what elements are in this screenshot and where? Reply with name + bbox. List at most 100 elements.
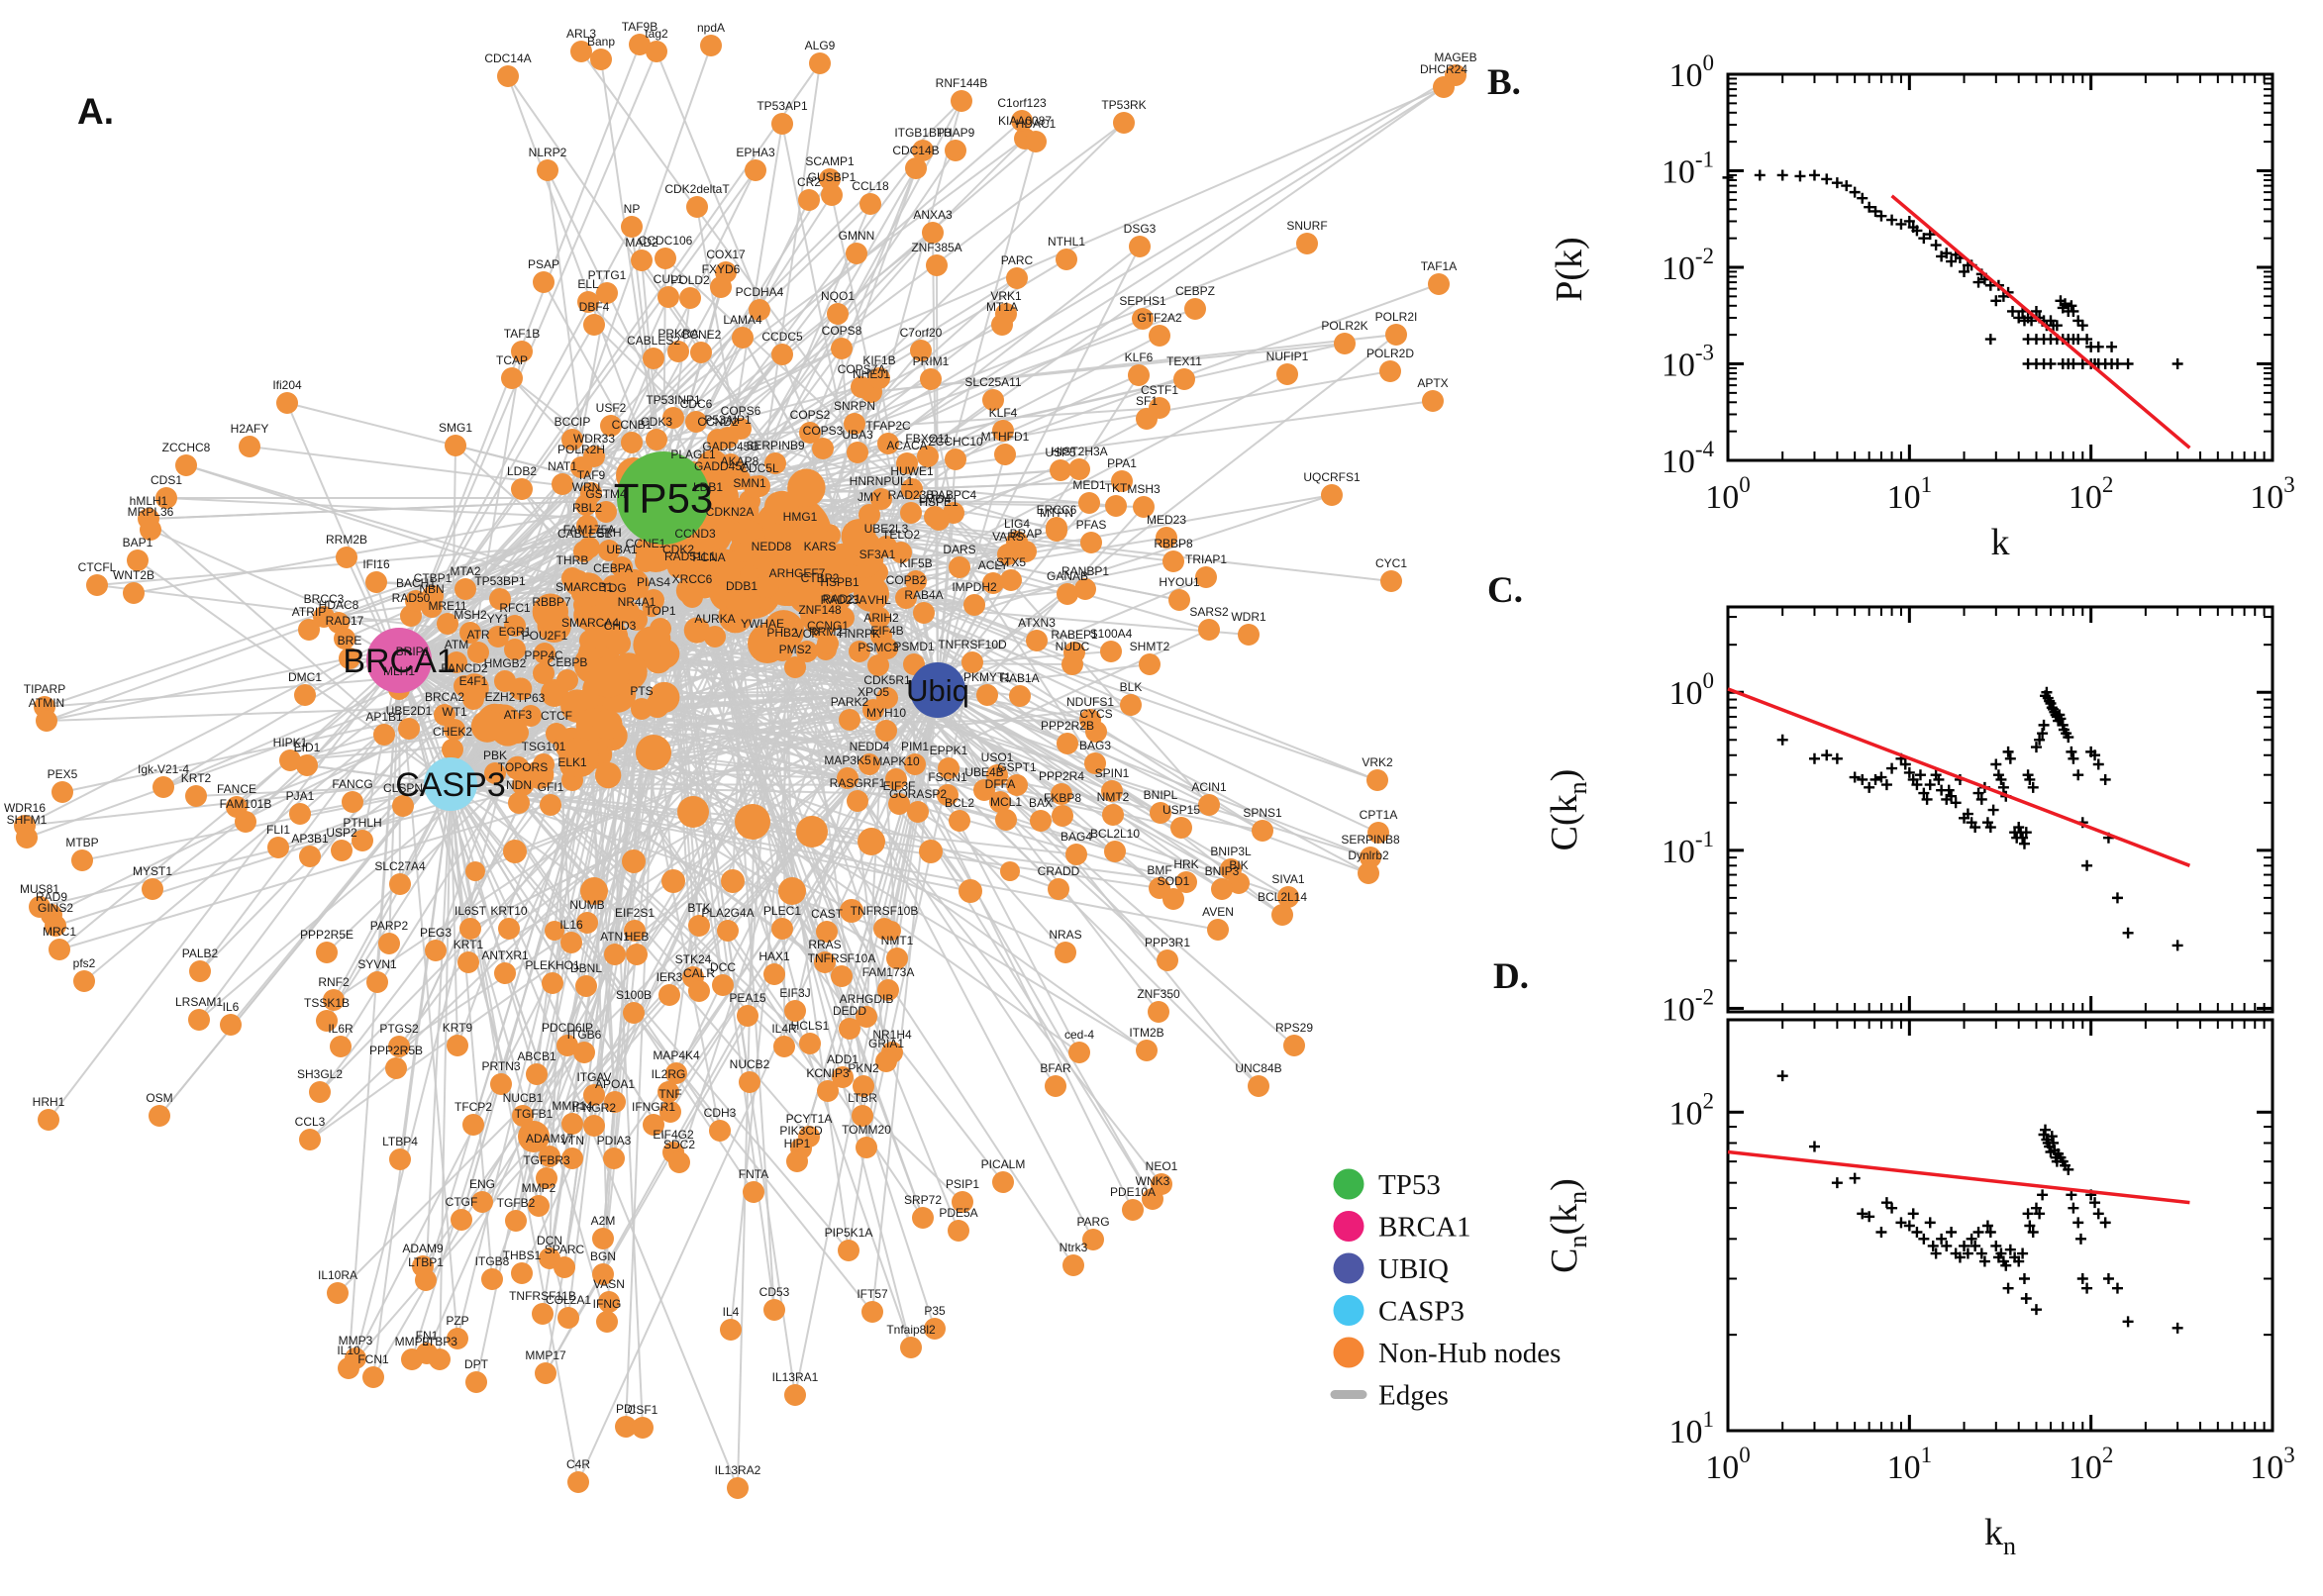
node-label: SHFM1 bbox=[7, 813, 48, 827]
node-label: RAD21 bbox=[823, 592, 861, 606]
node-label: CDS1 bbox=[151, 473, 182, 487]
node-label: CDC14A bbox=[484, 51, 531, 65]
network-edge bbox=[937, 663, 1151, 691]
node-label: S100A4 bbox=[1090, 627, 1133, 641]
network-node bbox=[573, 1042, 595, 1063]
network-hub-nodes: TP53 BRCA1 Ubiq CASP3 bbox=[343, 451, 969, 811]
network-node bbox=[45, 915, 66, 937]
node-label: DEDD bbox=[833, 1004, 866, 1018]
node-label: MSH3 bbox=[1127, 482, 1161, 496]
network-node bbox=[365, 571, 387, 593]
node-label: CCNG1 bbox=[807, 619, 849, 633]
network-edge bbox=[474, 689, 939, 872]
network-node bbox=[16, 827, 38, 848]
network-node bbox=[771, 918, 793, 940]
network-node bbox=[982, 389, 1004, 411]
node-label: PLEC1 bbox=[763, 904, 801, 918]
node-label: ITGB1BP3 bbox=[894, 126, 952, 140]
node-label: ATN1 bbox=[600, 930, 630, 944]
network-node bbox=[561, 429, 583, 450]
node-label: TNFRSF10B bbox=[851, 904, 919, 918]
network-node bbox=[961, 651, 983, 673]
network-node bbox=[339, 648, 360, 669]
node-label: PARK2 bbox=[831, 695, 869, 709]
network-node bbox=[389, 1148, 411, 1170]
network-node bbox=[657, 286, 679, 308]
network-node bbox=[743, 1181, 764, 1203]
network-node bbox=[945, 449, 966, 470]
network-node bbox=[986, 764, 1008, 786]
node-label: BNIPL bbox=[1144, 788, 1178, 802]
node-label: CTCF bbox=[541, 709, 572, 723]
network-node bbox=[877, 979, 899, 1001]
node-label: ARHGEF7 bbox=[769, 566, 826, 580]
node-label: MED1 bbox=[1072, 478, 1106, 492]
node-label: LAMA4 bbox=[723, 313, 762, 327]
network-node bbox=[596, 282, 618, 304]
node-label: SMN1 bbox=[733, 476, 766, 490]
x-tick-label: 101 bbox=[1887, 1443, 1933, 1486]
node-label: COPS2 bbox=[790, 408, 831, 422]
node-label: VCP bbox=[795, 627, 820, 641]
node-label: ABCB1 bbox=[517, 1049, 556, 1063]
network-node bbox=[442, 739, 463, 760]
node-label: APTX bbox=[1417, 376, 1448, 390]
node-label: PPP4C bbox=[524, 648, 563, 662]
network-node bbox=[1048, 878, 1069, 900]
network-node bbox=[465, 1371, 487, 1393]
network-node bbox=[51, 781, 73, 803]
network-node bbox=[764, 490, 799, 525]
network-node bbox=[575, 975, 597, 997]
network-node bbox=[924, 1318, 946, 1340]
node-label: XRCC6 bbox=[672, 572, 713, 586]
network-node bbox=[847, 790, 868, 812]
network-node bbox=[1026, 630, 1048, 651]
node-label: CLSPN bbox=[383, 781, 423, 795]
node-label: Ifi204 bbox=[272, 378, 302, 392]
node-label: CDC6 bbox=[680, 397, 713, 411]
network-node bbox=[567, 1471, 589, 1493]
network-node bbox=[1100, 641, 1122, 662]
network-node bbox=[683, 617, 710, 644]
node-label: PEG3 bbox=[420, 926, 452, 940]
network-node bbox=[235, 811, 256, 833]
node-label: TAF1B bbox=[504, 327, 540, 341]
legend-swatch-ubiq bbox=[1333, 1252, 1364, 1284]
network-node bbox=[71, 849, 93, 871]
node-label: IL6 bbox=[223, 1000, 240, 1014]
network-node bbox=[922, 222, 944, 244]
node-label: GSPT1 bbox=[997, 760, 1037, 774]
network-node bbox=[810, 554, 845, 589]
network-node bbox=[425, 940, 447, 961]
network-node bbox=[740, 564, 759, 584]
network-node bbox=[732, 327, 754, 349]
node-label: TP63 bbox=[517, 691, 546, 705]
network-node bbox=[703, 548, 742, 586]
node-label: EIF4B bbox=[870, 624, 903, 638]
node-label: IL13RA2 bbox=[715, 1463, 761, 1477]
legend-swatch-casp3 bbox=[1333, 1295, 1364, 1326]
network-edge bbox=[398, 351, 702, 661]
network-node bbox=[846, 243, 867, 264]
node-label: ADAM9 bbox=[402, 1242, 444, 1255]
node-label: ADAM17 bbox=[526, 1132, 573, 1146]
node-label: PKMYT1 bbox=[963, 670, 1011, 684]
node-label: FNTA bbox=[739, 1167, 768, 1181]
network-node bbox=[1080, 532, 1102, 553]
network-node bbox=[557, 1307, 579, 1329]
node-label: ITM2B bbox=[1129, 1026, 1163, 1040]
node-label: PDIA3 bbox=[597, 1134, 632, 1147]
network-node bbox=[580, 877, 608, 905]
network-edge bbox=[937, 374, 1140, 691]
node-label: AP3B1 bbox=[291, 832, 329, 846]
network-node bbox=[1228, 872, 1250, 894]
node-label: KRT9 bbox=[443, 1021, 473, 1035]
node-label: C1orf123 bbox=[997, 96, 1047, 110]
network-node bbox=[509, 677, 533, 701]
network-node bbox=[862, 699, 884, 721]
node-label: RANBP1 bbox=[1061, 564, 1109, 578]
network-node bbox=[881, 921, 901, 941]
node-label: PMS2 bbox=[779, 643, 812, 656]
node-label: APOA1 bbox=[595, 1077, 635, 1091]
node-label: POLD2 bbox=[670, 273, 710, 287]
